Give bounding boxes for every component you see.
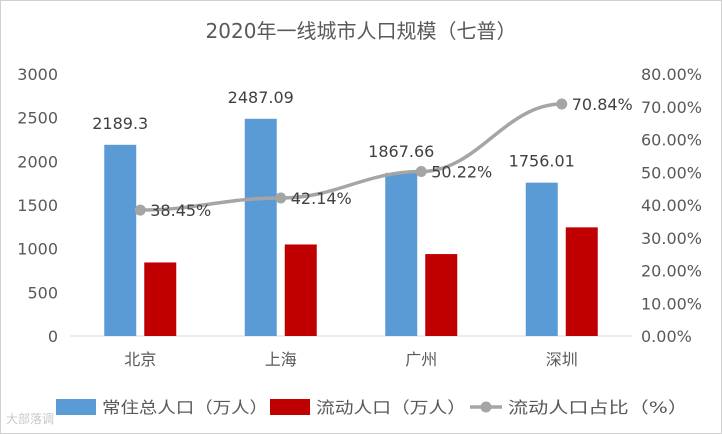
legend-swatch [56,399,96,415]
x-tick-label: 广州 [405,350,437,369]
legend: 常住总人口（万人） 流动人口（万人） 流动人口占比（%） [56,398,688,417]
y2-tick-label: 30.00% [641,229,702,248]
bar-resident [385,172,418,336]
y-tick-label: 2000 [17,152,58,171]
y-tick-label: 0 [48,327,58,346]
y-tick-label: 3000 [17,65,58,84]
y2-tick-label: 0.00% [641,327,692,346]
legend-label: 流动人口（万人） [316,398,466,417]
y-tick-label: 1000 [17,240,58,259]
legend-marker [480,401,492,413]
bar-floating [284,244,317,336]
plot-area: 0 500 1000 1500 2000 2500 3000 0.00% 10.00% 20.00… [17,65,702,369]
bar-floating [144,262,177,336]
share-point [415,166,427,178]
legend-swatch [270,399,310,415]
y-tick-label: 1500 [17,196,58,215]
share-data-label: 70.84% [572,95,633,114]
bar-data-label: 2189.3 [92,114,148,133]
y2-tick-label: 10.00% [641,294,702,313]
share-data-label: 38.45% [150,201,211,220]
bar-resident [104,144,137,336]
x-tick-label: 上海 [265,350,297,369]
share-data-label: 50.22% [431,163,492,182]
bar-floating [425,254,458,336]
y2-tick-label: 50.00% [641,163,702,182]
share-line [140,102,562,212]
bar-floating [565,227,598,336]
legend-label: 常住总人口（万人） [102,398,268,417]
chart-title: 2020年一线城市人口规模（七普） [206,19,517,43]
y2-tick-label: 40.00% [641,196,702,215]
bar-data-label: 1756.01 [509,152,575,171]
y-tick-label: 500 [27,283,58,302]
watermark: 大部落调 [6,412,55,426]
y2-tick-label: 20.00% [641,262,702,281]
x-tick-label: 深圳 [546,350,578,369]
legend-label: 流动人口占比（%） [508,398,688,417]
y-tick-label: 2500 [17,109,58,128]
y2-tick-label: 60.00% [641,131,702,150]
x-tick-label: 北京 [124,350,156,369]
share-data-label: 42.14% [291,189,352,208]
y2-tick-label: 80.00% [641,65,702,84]
share-point [275,192,287,204]
bar-resident [525,182,558,336]
share-point [556,98,568,110]
bar-data-label: 1867.66 [368,142,434,161]
share-point [134,204,146,216]
bar-data-label: 2487.09 [228,88,294,107]
bar-resident [244,118,277,336]
y2-tick-label: 70.00% [641,98,702,117]
